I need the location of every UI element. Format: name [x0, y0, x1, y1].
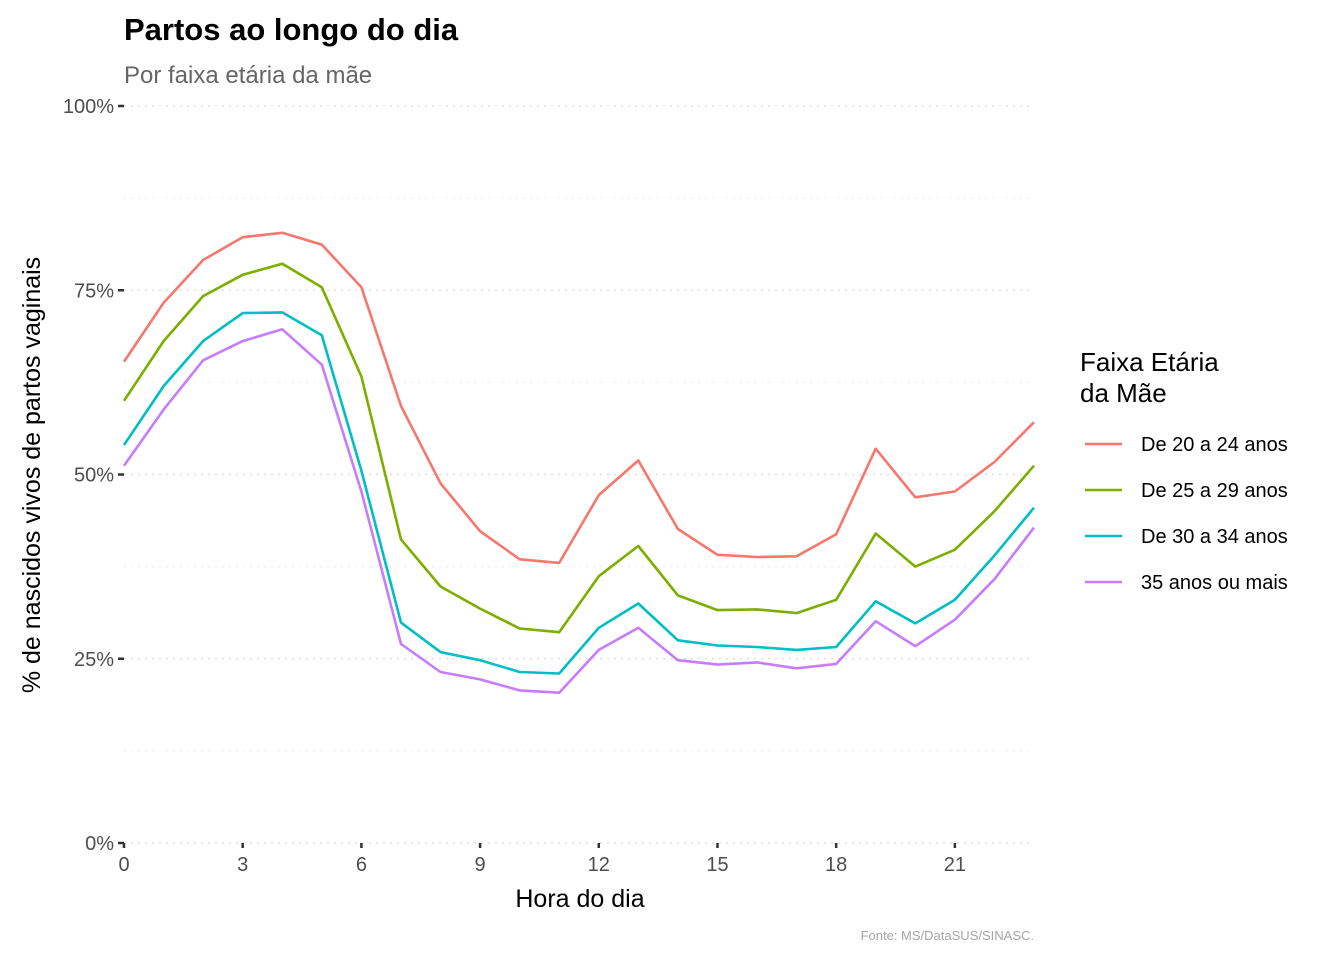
x-axis-label: Hora do dia — [515, 885, 644, 913]
legend: Faixa Etária da Mãe De 20 a 24 anos De 25… — [1080, 347, 1288, 594]
x-tick-label: 6 — [356, 854, 367, 876]
x-tick-label: 12 — [588, 854, 610, 876]
legend-title-line-2: da Mãe — [1080, 378, 1167, 408]
legend-title-line-1: Faixa Etária — [1080, 347, 1219, 377]
axes — [118, 104, 957, 848]
y-tick-label: 0% — [85, 833, 114, 855]
legend-label: De 20 a 24 anos — [1141, 434, 1288, 456]
y-tick-label: 50% — [74, 465, 114, 487]
series-line — [122, 262, 1035, 634]
chart-title: Partos ao longo do dia — [124, 12, 459, 47]
x-tick-label: 21 — [944, 854, 966, 876]
y-tick-label: 25% — [74, 649, 114, 671]
legend-label: De 25 a 29 anos — [1141, 480, 1288, 502]
legend-label: 35 anos ou mais — [1141, 572, 1288, 594]
y-axis-label: % de nascidos vivos de partos vaginais — [18, 257, 46, 693]
y-tick-label: 100% — [63, 96, 114, 118]
legend-label: De 30 a 34 anos — [1141, 526, 1288, 548]
chart-caption: Fonte: MS/DataSUS/SINASC. — [861, 928, 1034, 943]
x-tick-label: 9 — [475, 854, 486, 876]
x-tick-label: 3 — [237, 854, 248, 876]
series-line — [122, 327, 1036, 695]
series-lines — [122, 231, 1036, 695]
x-axis-ticks: 0 3 6 9 12 15 18 21 — [118, 854, 966, 876]
chart-subtitle: Por faixa etária da mãe — [124, 62, 372, 89]
x-tick-label: 15 — [706, 854, 728, 876]
y-axis-ticks: 0% 25% 50% 75% 100% — [63, 96, 114, 855]
series-line — [122, 311, 1036, 675]
x-tick-label: 0 — [118, 854, 129, 876]
x-tick-label: 18 — [825, 854, 847, 876]
y-tick-label: 75% — [74, 280, 114, 302]
series-line — [122, 231, 1035, 565]
grid-lines — [124, 105, 1034, 844]
